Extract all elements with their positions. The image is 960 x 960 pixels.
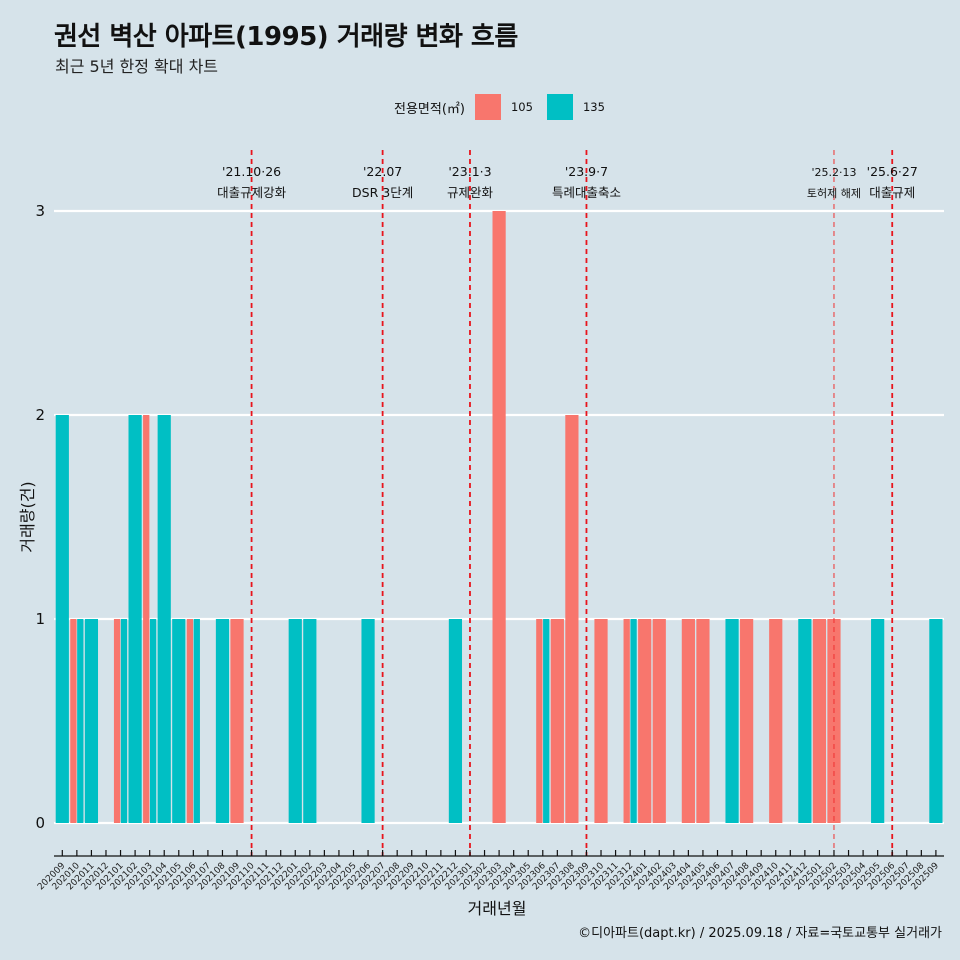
bar-105-202401 xyxy=(638,619,652,823)
bar-135-202206 xyxy=(361,619,375,823)
bar-105-202307 xyxy=(550,619,564,823)
bars xyxy=(55,211,943,823)
event-date-202502: '25.2·13 xyxy=(811,166,856,179)
bar-135-202312 xyxy=(630,619,637,823)
bar-135-202102 xyxy=(128,415,142,823)
bar-135-202202 xyxy=(303,619,317,823)
bar-105-202303 xyxy=(492,211,506,823)
event-label-202506: 대출규제 xyxy=(869,185,915,200)
legend-label-105: 105 xyxy=(510,100,533,114)
bar-105-202405 xyxy=(696,619,710,823)
legend-swatch-135 xyxy=(546,94,573,120)
event-date-202309: '23.9·7 xyxy=(565,164,608,179)
bar-135-202011 xyxy=(84,619,99,823)
event-date-202207: '22.07 xyxy=(363,164,402,179)
bar-135-202306 xyxy=(543,619,550,823)
y-axis-title: 거래량(건) xyxy=(18,481,37,552)
bar-105-202408 xyxy=(740,619,754,823)
bar-105-202101 xyxy=(113,619,121,823)
bar-105-202310 xyxy=(594,619,608,823)
bar-105-202106 xyxy=(186,619,194,823)
bar-135-202407 xyxy=(725,619,739,823)
source-caption: ©디아파트(dapt.kr) / 2025.09.18 / 자료=국토교통부 실… xyxy=(578,926,942,941)
bar-105-202312 xyxy=(623,619,630,823)
bar-105-202410 xyxy=(769,619,783,823)
chart-subtitle: 최근 5년 한정 확대 차트 xyxy=(55,57,219,76)
bar-135-202505 xyxy=(871,619,885,823)
event-label-202502: 토허제 해제 xyxy=(807,186,861,200)
event-date-202301: '23.1·3 xyxy=(448,164,491,179)
event-label-202110: 대출규제강화 xyxy=(217,185,287,200)
event-label-202309: 특례대출축소 xyxy=(552,185,621,200)
legend-swatch-105 xyxy=(474,94,501,120)
event-date-202506: '25.6·27 xyxy=(867,164,918,179)
event-lines: '21.10·26 대출규제강화 '22.07 DSR 3단계 '23.1·3 규제완화 '… xyxy=(217,150,918,856)
bar-135-202412 xyxy=(798,619,812,823)
bar-135-202103 xyxy=(149,619,157,823)
legend: 전용면적(㎡) 105 135 xyxy=(394,93,619,121)
chart-title: 권선 벽산 아파트(1995) 거래량 변화 흐름 xyxy=(54,22,518,52)
bar-105-202306 xyxy=(536,619,543,823)
event-date-202110: '21.10·26 xyxy=(222,164,281,179)
bar-135-202509 xyxy=(929,619,943,823)
bar-105-202308 xyxy=(565,415,579,823)
x-axis-title: 거래년월 xyxy=(468,899,527,918)
bar-135-202201 xyxy=(288,619,302,823)
event-label-202301: 규제완화 xyxy=(447,185,494,200)
bar-135-202101 xyxy=(120,619,128,823)
bar-135-202108 xyxy=(215,619,230,823)
bar-135-202212 xyxy=(448,619,463,823)
y-tick-label-1: 1 xyxy=(35,610,45,628)
event-label-202207: DSR 3단계 xyxy=(352,185,413,200)
y-tick-label-2: 2 xyxy=(35,406,45,424)
bar-135-202106 xyxy=(193,619,200,823)
y-axis: 0 1 2 3 xyxy=(35,202,45,832)
x-axis: 2020092020102020112020122021012021022021… xyxy=(36,850,944,892)
bar-135-202009 xyxy=(55,415,69,823)
bar-105-202501 xyxy=(812,619,827,823)
bar-135-202104 xyxy=(157,415,171,823)
bar-135-202010 xyxy=(77,619,84,823)
y-tick-label-3: 3 xyxy=(35,202,45,220)
bar-105-202402 xyxy=(652,619,666,823)
y-tick-label-0: 0 xyxy=(35,814,45,832)
bar-105-202010 xyxy=(70,619,77,823)
legend-label-135: 135 xyxy=(582,100,605,114)
bar-105-202103 xyxy=(143,415,150,823)
bar-105-202404 xyxy=(681,619,695,823)
bar-135-202105 xyxy=(172,619,186,823)
legend-title: 전용면적(㎡) xyxy=(394,101,465,117)
bar-105-202109 xyxy=(230,619,244,823)
